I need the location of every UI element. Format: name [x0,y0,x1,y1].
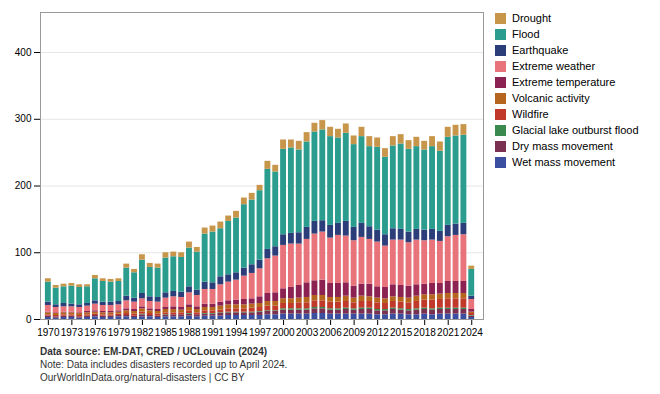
svg-text:2015: 2015 [390,327,413,338]
html-text:Extreme temperature: Extreme temperature [512,76,616,88]
html-text:Wildfire: Wildfire [512,108,549,120]
svg-text:1976: 1976 [84,327,107,338]
html-text:Dry mass movement: Dry mass movement [512,140,613,152]
svg-text:200: 200 [15,180,32,191]
html-text:Flood: Flood [512,28,540,40]
html-text:OurWorldInData.org/natural-dis: OurWorldInData.org/natural-disasters | C… [40,372,245,383]
svg-text:1973: 1973 [61,327,84,338]
svg-text:400: 400 [15,47,32,58]
svg-text:0: 0 [26,314,32,325]
html-text:Glacial lake outburst flood: Glacial lake outburst flood [512,124,639,136]
svg-text:300: 300 [15,113,32,124]
svg-text:1988: 1988 [178,327,201,338]
svg-text:2012: 2012 [367,327,390,338]
html-text:Data source: EM-DAT, CRED / UC: Data source: EM-DAT, CRED / UCLouvain (2… [40,346,268,357]
svg-text:1979: 1979 [108,327,131,338]
html-text:Earthquake: Earthquake [512,44,569,56]
svg-text:1970: 1970 [37,327,60,338]
svg-text:1985: 1985 [155,327,178,338]
svg-text:2024: 2024 [461,327,484,338]
svg-text:2009: 2009 [343,327,366,338]
svg-text:1994: 1994 [225,327,248,338]
html-text:Note: Data includes disasters: Note: Data includes disasters recorded u… [40,359,288,370]
html-text:Volcanic activity: Volcanic activity [512,92,590,104]
svg-text:2006: 2006 [319,327,342,338]
html-text:Extreme weather: Extreme weather [512,60,596,72]
svg-text:1991: 1991 [202,327,225,338]
svg-text:2003: 2003 [296,327,319,338]
svg-text:2000: 2000 [272,327,295,338]
html-text:Drought: Drought [512,12,552,24]
svg-text:1997: 1997 [249,327,272,338]
svg-text:1982: 1982 [131,327,154,338]
svg-text:2021: 2021 [437,327,460,338]
svg-text:2018: 2018 [414,327,437,338]
svg-text:100: 100 [15,247,32,258]
html-text:Wet mass movement: Wet mass movement [512,156,616,168]
